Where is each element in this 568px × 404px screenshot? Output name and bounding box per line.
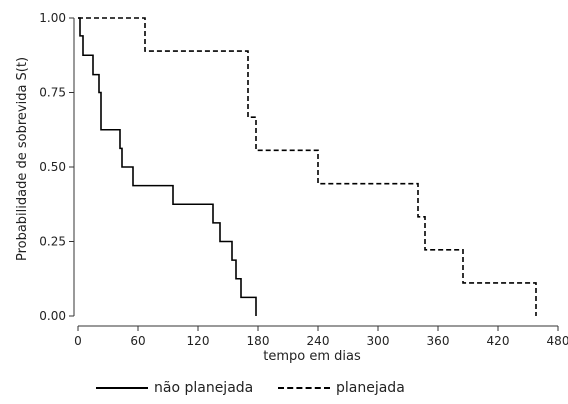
legend-label-planejada: planejada <box>336 380 405 396</box>
y-axis-label: Probabilidade de sobrevida S(t) <box>15 57 30 261</box>
y-tick-label: 0.00 <box>39 309 66 323</box>
x-tick-label: 120 <box>187 334 210 348</box>
x-axis-label: tempo em dias <box>263 349 361 364</box>
legend-dashed-line-icon <box>278 387 330 389</box>
y-tick-label: 0.25 <box>39 235 66 249</box>
series-nao-planejada-line <box>78 17 257 316</box>
legend-solid-line-icon <box>96 387 148 389</box>
legend: não planejada planejada <box>0 380 568 402</box>
y-tick-label: 1.00 <box>39 11 66 25</box>
x-tick-label: 240 <box>307 334 330 348</box>
x-tick-label: 180 <box>247 334 270 348</box>
x-tick-label: 480 <box>547 334 568 348</box>
x-tick-label: 60 <box>130 334 145 348</box>
x-tick-label: 420 <box>487 334 510 348</box>
y-tick-label: 0.75 <box>39 86 66 100</box>
x-tick-label: 300 <box>367 334 390 348</box>
legend-item-planejada: planejada <box>278 380 405 396</box>
axes: 0 60 120 180 240 300 360 420 480 0.00 0.25 0.50 0.75… <box>39 11 568 348</box>
legend-label-nao-planejada: não planejada <box>154 380 254 396</box>
series-planejada-line <box>78 17 537 316</box>
x-tick-label: 360 <box>427 334 450 348</box>
series-layer <box>78 17 537 316</box>
y-tick-label: 0.50 <box>39 160 66 174</box>
legend-item-nao-planejada: não planejada <box>96 380 253 396</box>
x-tick-label: 0 <box>74 334 82 348</box>
survival-chart: 0 60 120 180 240 300 360 420 480 0.00 0.25 0.50 0.75… <box>15 11 568 364</box>
